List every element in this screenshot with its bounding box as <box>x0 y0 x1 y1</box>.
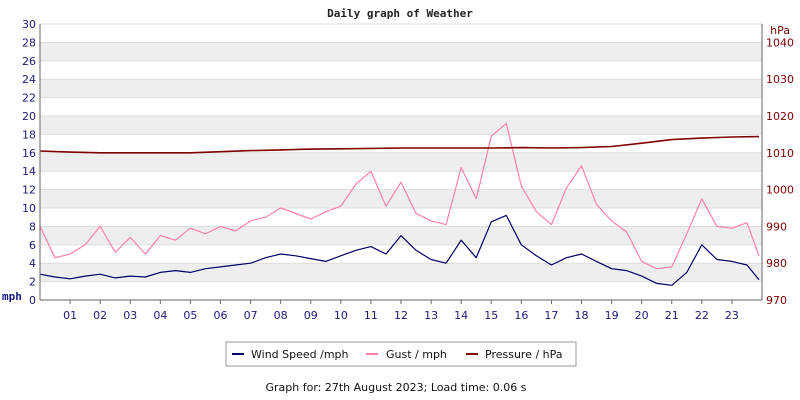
left-tick-label: 4 <box>29 257 36 270</box>
x-axis-ticks: 01 02 03 04 05 06 07 08 09 10 11 12 13 14 15 16 17 18 19 20… <box>63 300 739 322</box>
footer-text: Graph for: 27th August 2023; Load time: … <box>266 381 527 394</box>
x-tick-label: 19 <box>605 309 619 322</box>
x-tick-label: 22 <box>695 309 709 322</box>
left-tick-label: 8 <box>29 220 36 233</box>
gust-line <box>39 122 760 270</box>
left-tick-label: 16 <box>22 147 36 160</box>
x-tick-label: 02 <box>93 309 107 322</box>
right-tick-label: 970 <box>766 294 787 307</box>
left-tick-label: 0 <box>29 294 36 307</box>
left-tick-label: 30 <box>22 18 36 31</box>
left-tick-label: 10 <box>22 202 36 215</box>
x-tick-label: 18 <box>575 309 589 322</box>
left-axis-unit: mph <box>2 290 22 303</box>
left-tick-label: 24 <box>22 73 36 86</box>
wind-speed-line <box>39 214 760 286</box>
x-tick-label: 21 <box>665 309 679 322</box>
left-tick-label: 22 <box>22 92 36 105</box>
right-tick-label: 1000 <box>766 184 794 197</box>
right-tick-label: 990 <box>766 220 787 233</box>
right-tick-label: 1040 <box>766 36 794 49</box>
grid-band <box>40 116 762 135</box>
grid-band <box>40 79 762 98</box>
right-tick-label: 980 <box>766 257 787 270</box>
x-tick-label: 14 <box>454 309 468 322</box>
x-tick-label: 08 <box>274 309 288 322</box>
x-tick-label: 10 <box>334 309 348 322</box>
x-tick-label: 20 <box>635 309 649 322</box>
grid-band <box>40 263 762 282</box>
x-tick-label: 13 <box>424 309 438 322</box>
x-tick-label: 03 <box>123 309 137 322</box>
chart-title: Daily graph of Weather <box>327 7 473 20</box>
right-axis-ticks: 970 980 990 1000 1010 1020 1030 1040 <box>766 36 794 307</box>
grid-band <box>40 42 762 61</box>
left-tick-label: 28 <box>22 36 36 49</box>
x-tick-label: 07 <box>244 309 258 322</box>
x-tick-label: 01 <box>63 309 77 322</box>
x-tick-label: 04 <box>153 309 167 322</box>
left-tick-label: 20 <box>22 110 36 123</box>
legend-label-pressure: Pressure / hPa <box>485 348 563 361</box>
left-tick-label: 14 <box>22 165 36 178</box>
right-tick-label: 1030 <box>766 73 794 86</box>
x-tick-label: 05 <box>183 309 197 322</box>
left-tick-label: 12 <box>22 184 36 197</box>
grid-bands <box>40 42 762 282</box>
x-tick-label: 09 <box>304 309 318 322</box>
x-tick-label: 06 <box>214 309 228 322</box>
legend-label-gust: Gust / mph <box>386 348 447 361</box>
pressure-line <box>39 135 760 154</box>
x-tick-label: 16 <box>514 309 528 322</box>
right-tick-label: 1010 <box>766 147 794 160</box>
grid-lines <box>40 23 762 301</box>
legend-label-wind: Wind Speed /mph <box>251 348 349 361</box>
legend-box <box>225 341 577 367</box>
x-tick-label: 11 <box>364 309 378 322</box>
left-tick-label: 2 <box>29 276 36 289</box>
x-tick-label: 15 <box>484 309 498 322</box>
right-axis-unit: hPa <box>770 24 790 37</box>
wind-speed-series <box>39 214 760 286</box>
right-tick-label: 1020 <box>766 110 794 123</box>
legend: Wind Speed /mph Gust / mph Pressure / hP… <box>225 341 577 367</box>
left-tick-label: 26 <box>22 55 36 68</box>
x-tick-label: 17 <box>544 309 558 322</box>
pressure-series <box>39 135 760 154</box>
x-tick-label: 12 <box>394 309 408 322</box>
left-tick-label: 6 <box>29 239 36 252</box>
grid-band <box>40 189 762 208</box>
gust-series <box>39 122 760 270</box>
left-tick-label: 18 <box>22 128 36 141</box>
x-tick-label: 23 <box>725 309 739 322</box>
grid-band <box>40 152 762 172</box>
